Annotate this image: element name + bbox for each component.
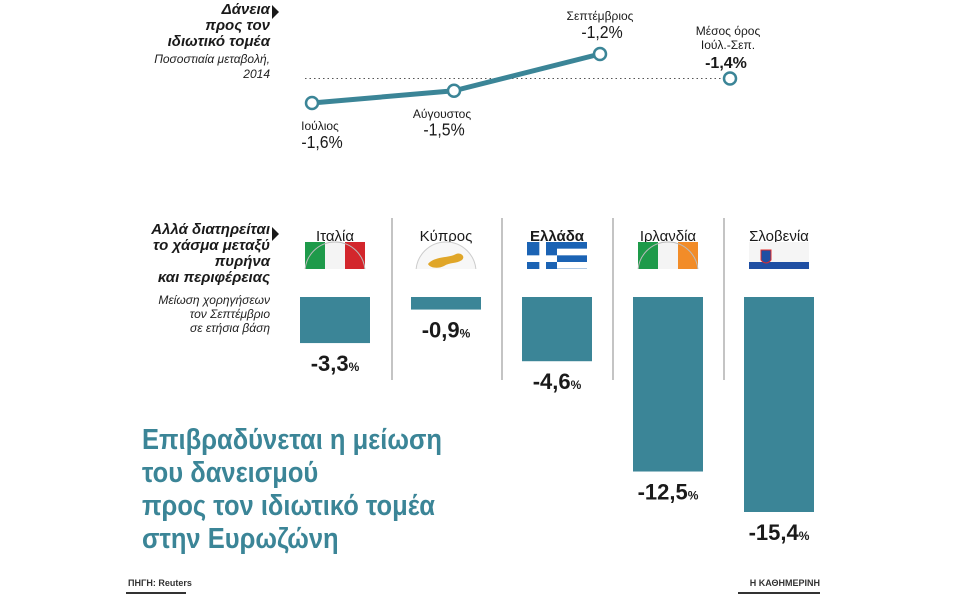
bar-value-label: -3,3% xyxy=(311,351,360,376)
footer-rule xyxy=(126,592,186,594)
bar xyxy=(411,297,481,310)
headline: Επιβραδύνεται η μείωση του δανεισμού προ… xyxy=(142,424,442,556)
bar-value-label: -12,5% xyxy=(638,480,699,505)
title-arrow-icon xyxy=(272,227,279,241)
month-label: Σεπτέμβριος xyxy=(567,9,634,23)
average-point xyxy=(722,71,738,86)
average-label: Μέσος όρος xyxy=(696,24,761,38)
month-label: Ιούλιος xyxy=(301,119,339,133)
month-value-label: -1,2% xyxy=(581,22,622,42)
country-label: Ελλάδα xyxy=(530,228,585,245)
line-point xyxy=(304,95,320,111)
line-chart-subtitle: Ποσοστιαία μεταβολή, 2014 xyxy=(154,52,270,82)
headline-line: του δανεισμού xyxy=(142,457,319,489)
bar xyxy=(300,297,370,344)
month-value-label: -1,5% xyxy=(423,120,464,140)
cyprus-flag xyxy=(415,241,477,269)
source-note: ΠΗΓΗ: Reuters xyxy=(128,578,192,588)
bar-title-line: και περιφέρειας xyxy=(157,269,270,286)
line-chart-title: Δάνεια προς τον ιδιωτικό τομέα xyxy=(168,2,270,50)
bar xyxy=(633,297,703,472)
line-subtitle-line: 2014 xyxy=(243,67,270,81)
greece-flag xyxy=(527,242,587,269)
bar xyxy=(744,297,814,512)
line-point xyxy=(446,83,462,98)
line-title-line: προς τον xyxy=(205,17,270,34)
bar-title-line: πυρήνα xyxy=(214,253,270,270)
headline-line: Επιβραδύνεται η μείωση xyxy=(142,424,442,456)
bar-subtitle-line: Μείωση χορηγήσεων xyxy=(158,293,270,307)
headline-line: στην Ευρωζώνη xyxy=(142,523,339,555)
ireland-flag xyxy=(637,241,699,269)
bar-subtitle-line: σε ετήσια βάση xyxy=(190,321,270,335)
title-arrow-icon xyxy=(272,5,279,19)
average-label: Ιούλ.-Σεπ. xyxy=(701,38,755,52)
bar-value-label: -15,4% xyxy=(749,520,810,545)
line-chart: Ιούλιος-1,6%Αύγουστος-1,5%Σεπτέμβριος-1,… xyxy=(301,9,760,152)
bar xyxy=(522,297,592,362)
month-value-label: -1,6% xyxy=(301,132,342,152)
country-label: Ιταλία xyxy=(316,228,354,245)
average-value-label: -1,4% xyxy=(705,55,747,72)
bar-subtitle-line: τον Σεπτέμβριο xyxy=(189,307,270,321)
slovenia-flag xyxy=(749,242,809,269)
bar-chart-title: Αλλά διατηρείται το χάσμα μεταξύ πυρήνα … xyxy=(151,222,270,286)
bar-value-label: -0,9% xyxy=(422,318,471,343)
line-point xyxy=(592,46,608,62)
line-subtitle-line: Ποσοστιαία μεταβολή, xyxy=(154,52,270,66)
bar-value-label: -4,6% xyxy=(533,369,582,394)
footer-rule xyxy=(738,592,820,594)
country-label: Κύπρος xyxy=(420,228,473,245)
publisher-credit: Η ΚΑΘΗΜΕΡΙΝΗ xyxy=(749,578,820,588)
bar-title-line: Αλλά διατηρείται xyxy=(151,221,270,238)
line-title-line: Δάνεια xyxy=(221,1,270,18)
month-label: Αύγουστος xyxy=(413,107,471,121)
line-title-line: ιδιωτικό τομέα xyxy=(167,33,270,50)
headline-line: προς τον ιδιωτικό τομέα xyxy=(142,490,435,522)
bar-chart-subtitle: Μείωση χορηγήσεων τον Σεπτέμβριο σε ετήσ… xyxy=(158,293,270,335)
country-label: Ιρλανδία xyxy=(640,228,697,245)
bar-chart: Ιταλία -3,3% Κύπρος -0,9% Ελλάδα -4,6% Ιρλανδί… xyxy=(300,218,814,545)
italy-flag xyxy=(304,241,366,269)
country-label: Σλοβενία xyxy=(749,228,809,245)
bar-title-line: το χάσμα μεταξύ xyxy=(153,237,270,254)
